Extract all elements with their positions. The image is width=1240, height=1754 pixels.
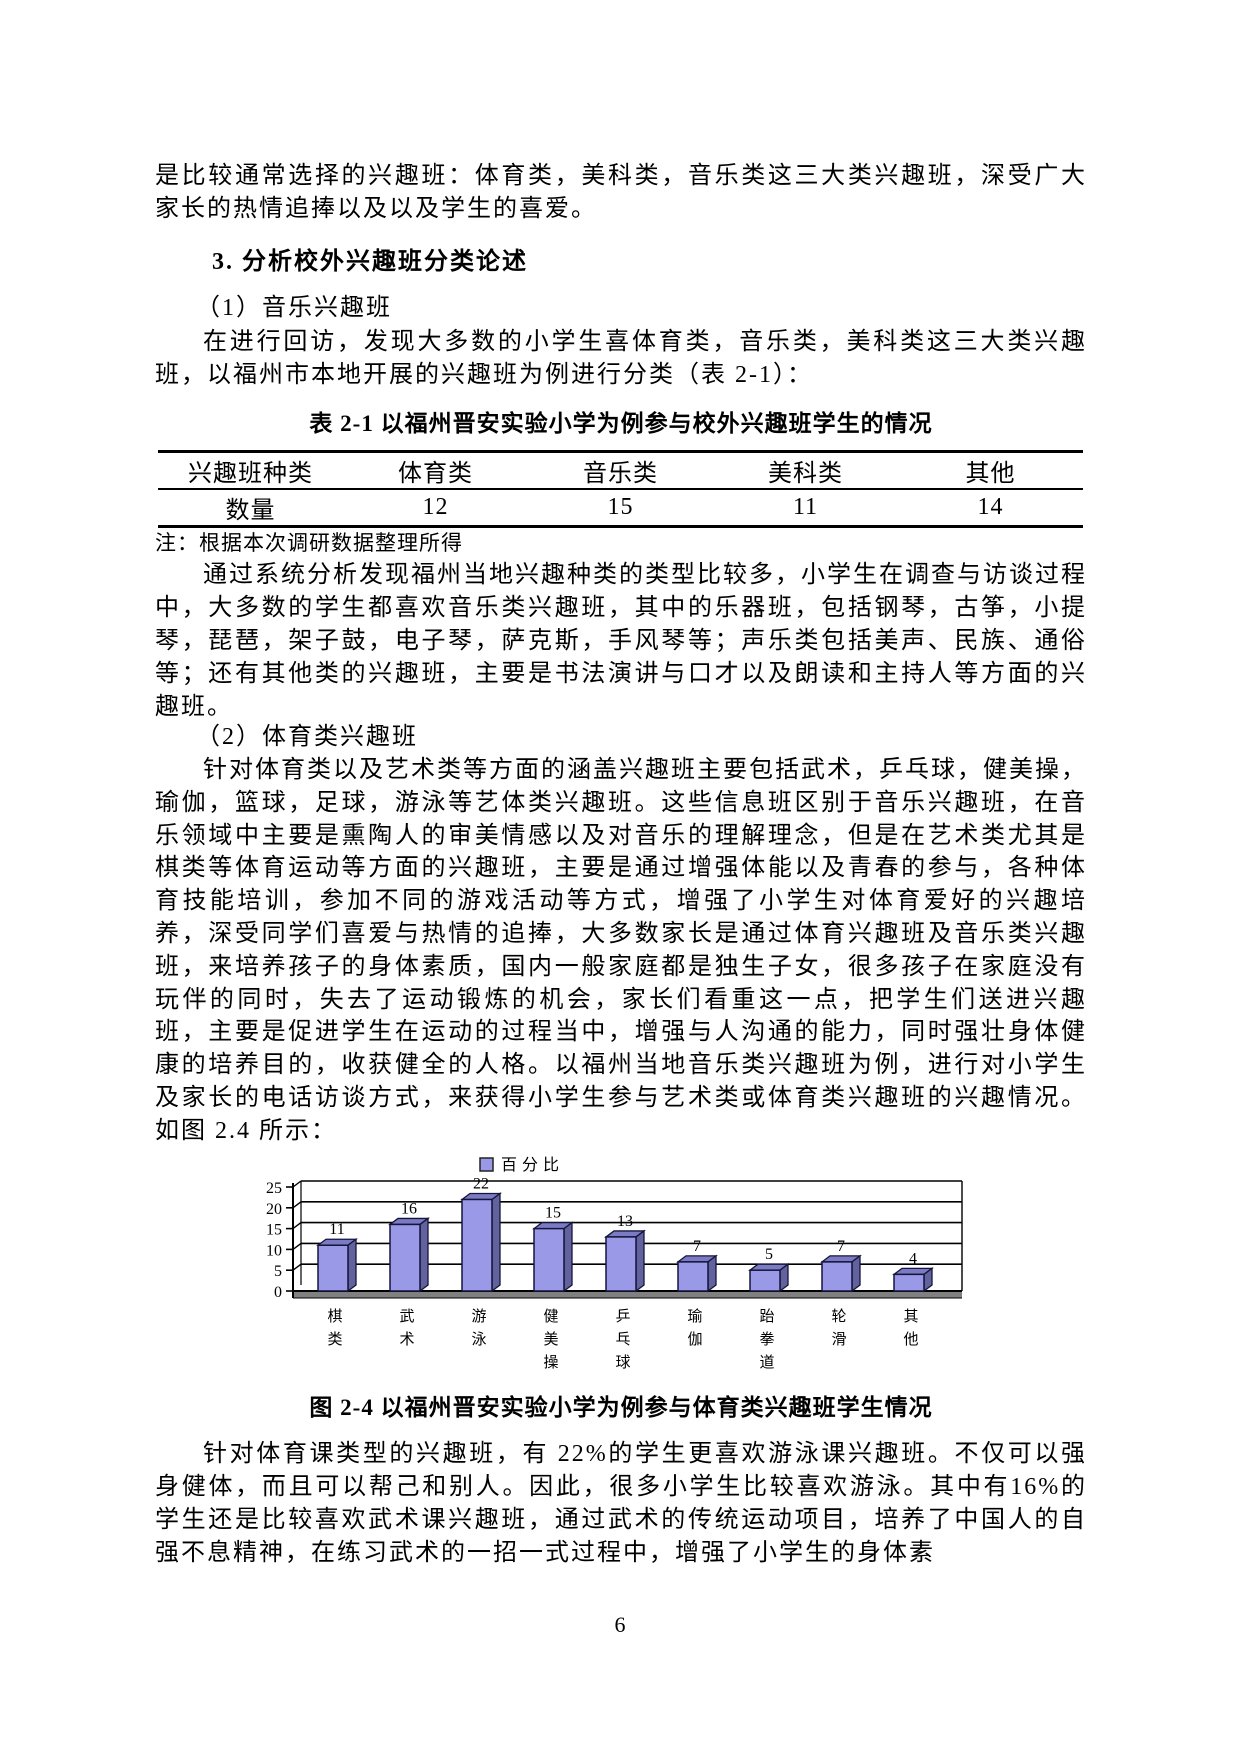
chart-bar-side (563, 1221, 573, 1293)
chart-bar-side (707, 1254, 717, 1293)
chart-category-label: 棋类 (327, 1308, 342, 1348)
table-2-1: 兴趣班种类 体育类 音乐类 美科类 其他 数量 12 15 11 14 (158, 450, 1083, 528)
table-cell: 14 (977, 494, 1004, 520)
chart-grid-step (292, 1201, 302, 1209)
chart-value-label: 22 (473, 1175, 489, 1192)
chart-bar (317, 1244, 349, 1292)
chart-bar-side (491, 1192, 501, 1293)
chart-y-tick-label: 10 (266, 1242, 282, 1259)
chart-bar-side (419, 1217, 429, 1293)
chart-y-tick-label: 5 (274, 1263, 282, 1280)
chart-bar (821, 1261, 853, 1292)
chart-bar (749, 1269, 781, 1292)
chart-bar (605, 1236, 637, 1292)
chart-category-label: 乒乓球 (615, 1308, 630, 1371)
table-header-cell: 兴趣班种类 (188, 461, 313, 487)
chart-grid-step (292, 1263, 302, 1271)
chart-y-tick-label: 0 (274, 1284, 282, 1301)
chart-bar-side (635, 1229, 645, 1293)
chart-y-tick-label: 20 (266, 1201, 282, 1218)
chart-bar (461, 1198, 493, 1292)
chart-grid-step (292, 1222, 302, 1230)
paragraph-music-classes: 通过系统分析发现福州当地兴趣种类的类型比较多，小学生在调查与访谈过程中，大多数的… (155, 562, 1087, 720)
table-note: 注：根据本次调研数据整理所得 (155, 531, 463, 555)
table-row-label: 数量 (225, 498, 276, 524)
bar-chart: 0 5 10 15 20 25 11 棋类 16 武术 22 游泳 15 健美操 13 乒乓球 7 瑜伽 5 跆拳道 7… (266, 1156, 963, 1371)
chart-value-label: 11 (329, 1221, 344, 1238)
chart-category-label: 其他 (903, 1308, 918, 1348)
table-header-cell: 美科类 (768, 461, 843, 487)
chart-y-tick-label: 25 (266, 1180, 282, 1197)
chart-value-label: 4 (909, 1250, 917, 1267)
chart-value-label: 7 (837, 1238, 845, 1255)
table-cell: 11 (792, 494, 819, 520)
subsection-2-sports: （2）体育类兴趣班 (196, 724, 418, 750)
subsection-1-music: （1）音乐兴趣班 (196, 295, 392, 321)
table-2-1-caption: 表 2-1 以福州晋安实验小学为例参与校外兴趣班学生的情况 (309, 411, 933, 436)
page-number: 6 (614, 1612, 626, 1637)
chart-category-label: 跆拳道 (759, 1308, 774, 1371)
chart-value-label: 16 (401, 1200, 417, 1217)
paragraph-intro: 是比较通常选择的兴趣班：体育类，美科类，音乐类这三大类兴趣班，深受广大家长的热情… (155, 163, 1087, 222)
figure-2-4-chart: 0 5 10 15 20 25 11 棋类 16 武术 22 游泳 15 健美操 13 乒乓球 7 瑜伽 5 跆拳道 7… (240, 1148, 980, 1398)
chart-category-label: 游泳 (471, 1308, 486, 1348)
chart-grid-step (292, 1180, 302, 1188)
paragraph-sports-classes: 针对体育类以及艺术类等方面的涵盖兴趣班主要包括武术，乒乓球，健美操，瑜伽，篮球，… (155, 757, 1087, 1144)
chart-bar (389, 1223, 421, 1292)
table-data-row: 数量 12 15 11 14 (158, 489, 1083, 527)
table-header-cell: 体育类 (398, 461, 473, 487)
section-heading-3: 3. 分析校外兴趣班分类论述 (212, 249, 528, 275)
chart-value-label: 15 (545, 1205, 561, 1222)
table-cell: 12 (422, 494, 449, 520)
chart-value-label: 5 (765, 1246, 773, 1263)
chart-bar (893, 1273, 925, 1292)
chart-category-label: 武术 (399, 1308, 414, 1348)
chart-value-label: 13 (617, 1213, 633, 1230)
chart-y-tick-label: 15 (266, 1222, 282, 1239)
chart-category-label: 轮滑 (831, 1308, 846, 1348)
chart-value-label: 7 (693, 1238, 701, 1255)
table-header-row: 兴趣班种类 体育类 音乐类 美科类 其他 (158, 451, 1083, 489)
chart-legend-label: 百分比 (501, 1156, 564, 1174)
chart-bar (677, 1261, 709, 1292)
paragraph-survey: 在进行回访，发现大多数的小学生喜体育类，音乐类，美科类这三大类兴趣班，以福州市本… (155, 329, 1087, 388)
chart-bar-side (851, 1254, 861, 1293)
table-header-cell: 音乐类 (583, 461, 658, 487)
paragraph-conclusion: 针对体育课类型的兴趣班，有 22%的学生更喜欢游泳课兴趣班。不仅可以强身健体，而… (155, 1441, 1087, 1566)
chart-category-label: 健美操 (543, 1308, 558, 1371)
chart-bar-side (347, 1237, 357, 1293)
chart-category-label: 瑜伽 (687, 1308, 702, 1348)
figure-2-4-caption: 图 2-4 以福州晋安实验小学为例参与体育类兴趣班学生情况 (309, 1395, 933, 1420)
table-cell: 15 (607, 494, 634, 520)
chart-bar (533, 1227, 565, 1292)
chart-grid-step (292, 1242, 302, 1250)
chart-legend-swatch (479, 1157, 494, 1172)
chart-floor (293, 1291, 962, 1298)
table-header-cell: 其他 (965, 461, 1016, 487)
